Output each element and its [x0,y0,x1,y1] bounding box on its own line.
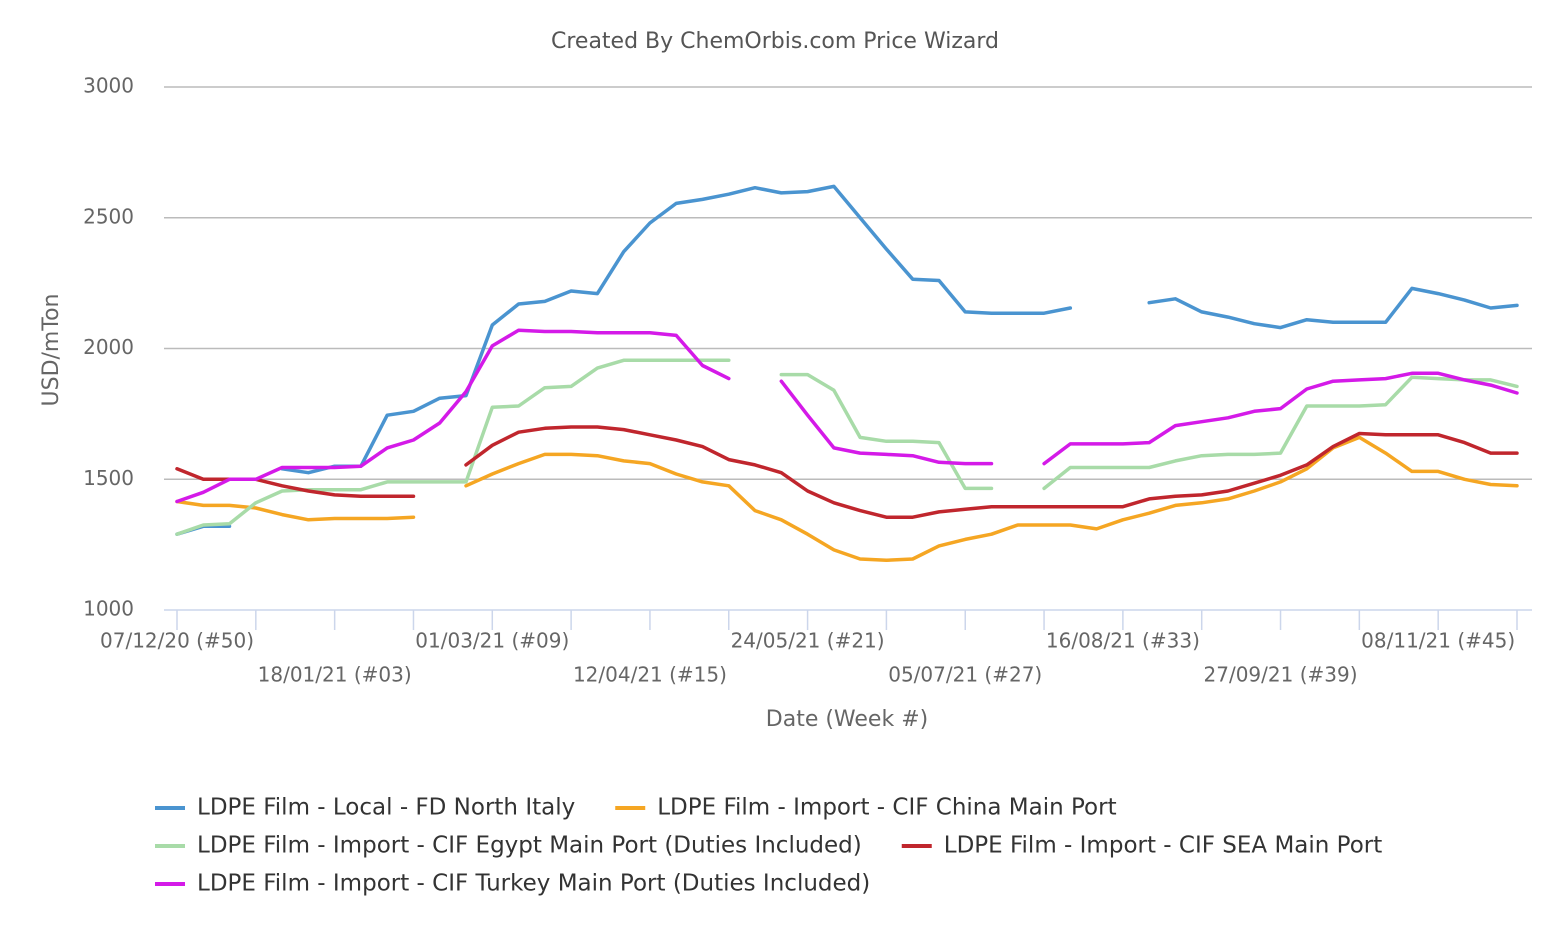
legend-label: LDPE Film - Import - CIF SEA Main Port [944,833,1383,859]
chart-title: Created By ChemOrbis.com Price Wizard [551,29,999,54]
x-tick-label: 27/09/21 (#39) [1204,663,1358,687]
x-axis-label: Date (Week #) [766,707,928,732]
series-line [175,435,1519,563]
legend-label: LDPE Film - Import - CIF Turkey Main Por… [197,871,870,897]
y-axis-label: USD/mTon [39,294,64,407]
legend-label: LDPE Film - Import - CIF China Main Port [657,795,1116,821]
legend-label: LDPE Film - Import - CIF Egypt Main Port… [197,833,862,859]
series-line [175,328,1519,504]
y-tick-label: 3000 [83,74,134,98]
series-line [175,425,1519,519]
y-tick-label: 1000 [83,597,134,621]
x-tick-label: 08/11/21 (#45) [1361,629,1515,653]
y-tick-label: 2000 [83,335,134,359]
x-tick-label: 12/04/21 (#15) [573,663,727,687]
x-tick-label: 05/07/21 (#27) [888,663,1042,687]
x-tick-label: 16/08/21 (#33) [1046,629,1200,653]
series-line [175,358,1519,536]
y-tick-label: 1500 [83,466,134,490]
x-tick-label: 01/03/21 (#09) [415,629,569,653]
x-tick-label: 07/12/20 (#50) [100,629,254,653]
x-tick-label: 18/01/21 (#03) [258,663,412,687]
y-tick-label: 2500 [83,204,134,228]
legend-label: LDPE Film - Local - FD North Italy [197,795,575,821]
x-tick-label: 24/05/21 (#21) [731,629,885,653]
